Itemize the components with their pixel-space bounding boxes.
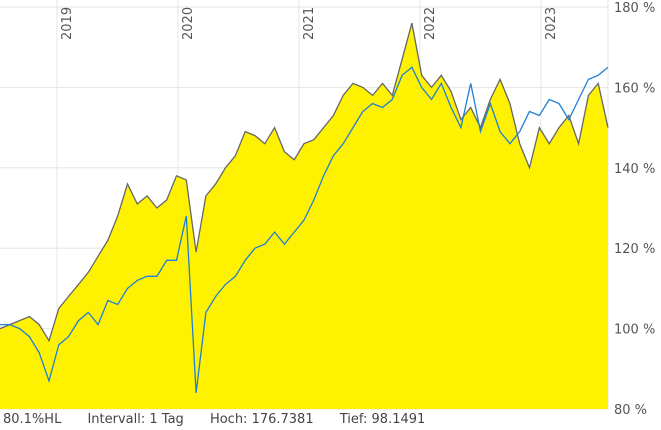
x-tick-label: 2021 — [302, 7, 317, 40]
y-tick-label: 120 % — [614, 242, 655, 257]
x-tick-label: 2020 — [181, 7, 196, 40]
chart-footer: 80.1%HL Intervall: 1 Tag Hoch: 176.7381 … — [3, 412, 447, 430]
low-value-label: Tief: 98.1491 — [339, 412, 426, 427]
y-tick-label: 80 % — [614, 403, 647, 418]
high-value-label: Hoch: 176.7381 — [209, 412, 314, 427]
y-tick-label: 140 % — [614, 162, 655, 177]
x-tick-label: 2019 — [60, 7, 75, 40]
x-tick-label: 2022 — [423, 7, 438, 40]
x-tick-label: 2023 — [544, 7, 559, 40]
y-tick-label: 180 % — [614, 1, 655, 16]
y-tick-label: 160 % — [614, 81, 655, 96]
fund-area-fill — [0, 23, 608, 409]
fund-line — [0, 22, 609, 343]
interval-label: Intervall: 1 Tag — [87, 412, 184, 427]
y-axis-percent-labels: 80 % 100 % 120 % 140 % 160 % 180 % — [614, 1, 655, 418]
y-tick-label: 100 % — [614, 323, 655, 338]
x-axis-year-labels: 2019 2020 2021 2022 2023 — [60, 7, 559, 40]
zoom-level-label: 80.1%HL — [3, 412, 62, 427]
benchmark-line — [0, 66, 609, 393]
